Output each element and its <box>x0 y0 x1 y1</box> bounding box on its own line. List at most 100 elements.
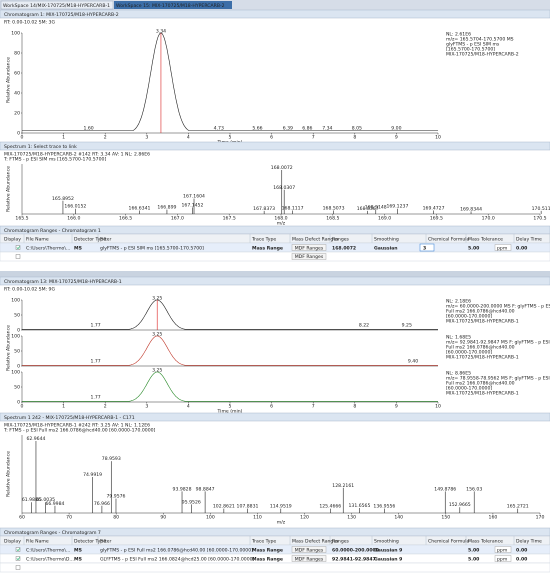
cell-unit: ppm <box>497 246 508 251</box>
checkbox[interactable] <box>15 254 21 259</box>
x-tick-label: 5 <box>229 404 232 410</box>
x-tick-label: 166.0 <box>67 216 80 222</box>
column-header: Display <box>4 538 21 544</box>
column-header: Trace Type <box>251 538 276 544</box>
spinner[interactable] <box>419 243 435 252</box>
button-label: MDF Ranges <box>295 254 324 260</box>
plot-axes <box>21 336 438 367</box>
x-tick-label: 6 <box>270 404 273 410</box>
unit-dropdown[interactable] <box>494 546 512 553</box>
unit-dropdown[interactable] <box>494 244 512 251</box>
y-tick-label: 50 <box>14 349 20 355</box>
cell-unit: ppm <box>497 548 508 553</box>
panel-title: Chromatogram 1: MIX-170725/M18-HYPERCARB… <box>4 12 119 18</box>
x-tick-label: 100 <box>206 515 215 521</box>
tab-active[interactable] <box>114 1 232 9</box>
x-tick-label: 80 <box>113 515 119 521</box>
peak-label: 165.2721 <box>507 504 529 510</box>
peak-label: 93.9828 <box>173 486 192 492</box>
trace-note: MIX-170725/M18-HYPERCARB-2 <box>446 52 519 58</box>
x-tick-label: 170 <box>536 515 545 521</box>
cell-filter: glyFTMS - p ESI SIM ms [165.5700-170.570… <box>100 245 204 251</box>
cell-detector: MS <box>74 547 82 553</box>
peak-label: 3.25 <box>152 332 162 338</box>
mdf-button[interactable] <box>291 546 327 553</box>
peak-label: 1.77 <box>91 395 101 401</box>
table-row <box>0 251 550 262</box>
column-header: Display <box>4 236 21 242</box>
cell-smoothing: Gaussian 9 <box>374 556 402 562</box>
checkbox[interactable] <box>15 245 21 250</box>
peak-label: 95.9526 <box>182 499 201 505</box>
column-header: Filter <box>100 236 111 242</box>
x-tick-label: 140 <box>394 515 403 521</box>
column-header: File Name <box>26 236 49 242</box>
peak-label: 3.34 <box>156 29 166 35</box>
y-tick-label: 40 <box>14 91 20 97</box>
scan-info: T: FTMS - p ESI Full ms2 166.0786@hcd40.… <box>3 428 156 434</box>
peak-label: 9.25 <box>402 323 412 329</box>
trace-note: m/z= 78.9558-78.9562 MS F: glyFTMS - p E… <box>446 376 550 382</box>
x-tick-label: 170.0 <box>482 216 495 222</box>
peak-label: 131.6565 <box>348 503 370 509</box>
peak-label: 6.86 <box>302 126 312 132</box>
spinner-value: 3 <box>423 245 426 251</box>
x-tick-label: 0 <box>21 135 24 141</box>
checkbox[interactable] <box>15 547 21 552</box>
column-header: Smoothing <box>374 538 399 544</box>
cell-filter: glyFTMS - p ESI Full ms2 166.0786@hcd40.… <box>100 547 253 553</box>
tab[interactable] <box>0 0 114 10</box>
peak-label: 3.25 <box>152 296 162 302</box>
panel-title: Chromatogram 13: MIX-170725/M18-HYPERCAR… <box>4 279 122 285</box>
x-tick-label: 2 <box>104 404 107 410</box>
checkbox[interactable] <box>15 556 21 561</box>
peak-label: 168.0307 <box>273 185 295 191</box>
y-tick-label: 50 <box>14 313 20 319</box>
trace-note: [60.0000-170.0000] <box>446 314 492 320</box>
peak-label: 65.0035 <box>36 497 55 503</box>
y-tick-label: 0 <box>17 364 20 370</box>
x-tick-label: 7 <box>312 404 315 410</box>
y-axis-label: Relative Abundance <box>6 166 12 212</box>
panel-header <box>0 9 550 19</box>
unit-dropdown[interactable] <box>494 555 512 562</box>
cell-delay: 0.00 <box>516 556 527 562</box>
peak-label: 169.1237 <box>386 204 408 210</box>
trace <box>22 335 438 366</box>
checkbox[interactable] <box>15 565 21 570</box>
trace-note: MIX-170725/M18-HYPERCARB-1 <box>446 391 519 397</box>
peak-label: 167.1452 <box>181 202 203 208</box>
peak-label: 7.34 <box>322 126 332 132</box>
y-axis-label: Relative Abundance <box>6 451 12 497</box>
mdf-button[interactable] <box>291 253 327 260</box>
x-tick-label: 168.5 <box>326 216 339 222</box>
panel-header <box>0 412 550 422</box>
peak-label: 166.6341 <box>129 205 151 211</box>
peak-label: 156.03 <box>466 486 482 492</box>
peak-label: 169.8344 <box>460 206 482 212</box>
peak-label: 78.9593 <box>102 456 121 462</box>
column-header: Smoothing <box>374 236 399 242</box>
x-tick-label: 170.5 <box>533 216 546 222</box>
column-header: Filter <box>100 538 111 544</box>
x-tick-label: 150 <box>441 515 450 521</box>
peak-label: 166.0152 <box>64 204 86 210</box>
mdf-button[interactable] <box>291 244 327 251</box>
peak-label: 1.77 <box>91 323 101 329</box>
trace-note: m/z= 165.5704-170.5700 MS <box>446 37 514 43</box>
tab-label: WorkSpace 14/MIX-170725/M18-HYPERCARB-1 <box>3 3 110 9</box>
y-tick-label: 50 <box>14 385 20 391</box>
y-tick-label: 0 <box>17 131 20 137</box>
cell-trace: Mass Range <box>252 245 283 251</box>
column-header: Chemical Formula <box>428 538 470 544</box>
mdf-button[interactable] <box>291 555 327 562</box>
peak-label: 61.9886 <box>22 497 41 503</box>
tab-label: WorkSpace 15: MIX-170725/M18-HYPERCARB-2 <box>116 3 225 9</box>
peak-label: 74.9919 <box>83 472 102 478</box>
x-axis-label: m/z <box>277 520 286 526</box>
x-tick-label: 120 <box>300 515 309 521</box>
x-tick-label: 160 <box>489 515 498 521</box>
column-header: Detector Type <box>74 538 106 544</box>
x-tick-label: 7 <box>312 135 315 141</box>
y-tick-label: 100 <box>11 370 20 376</box>
